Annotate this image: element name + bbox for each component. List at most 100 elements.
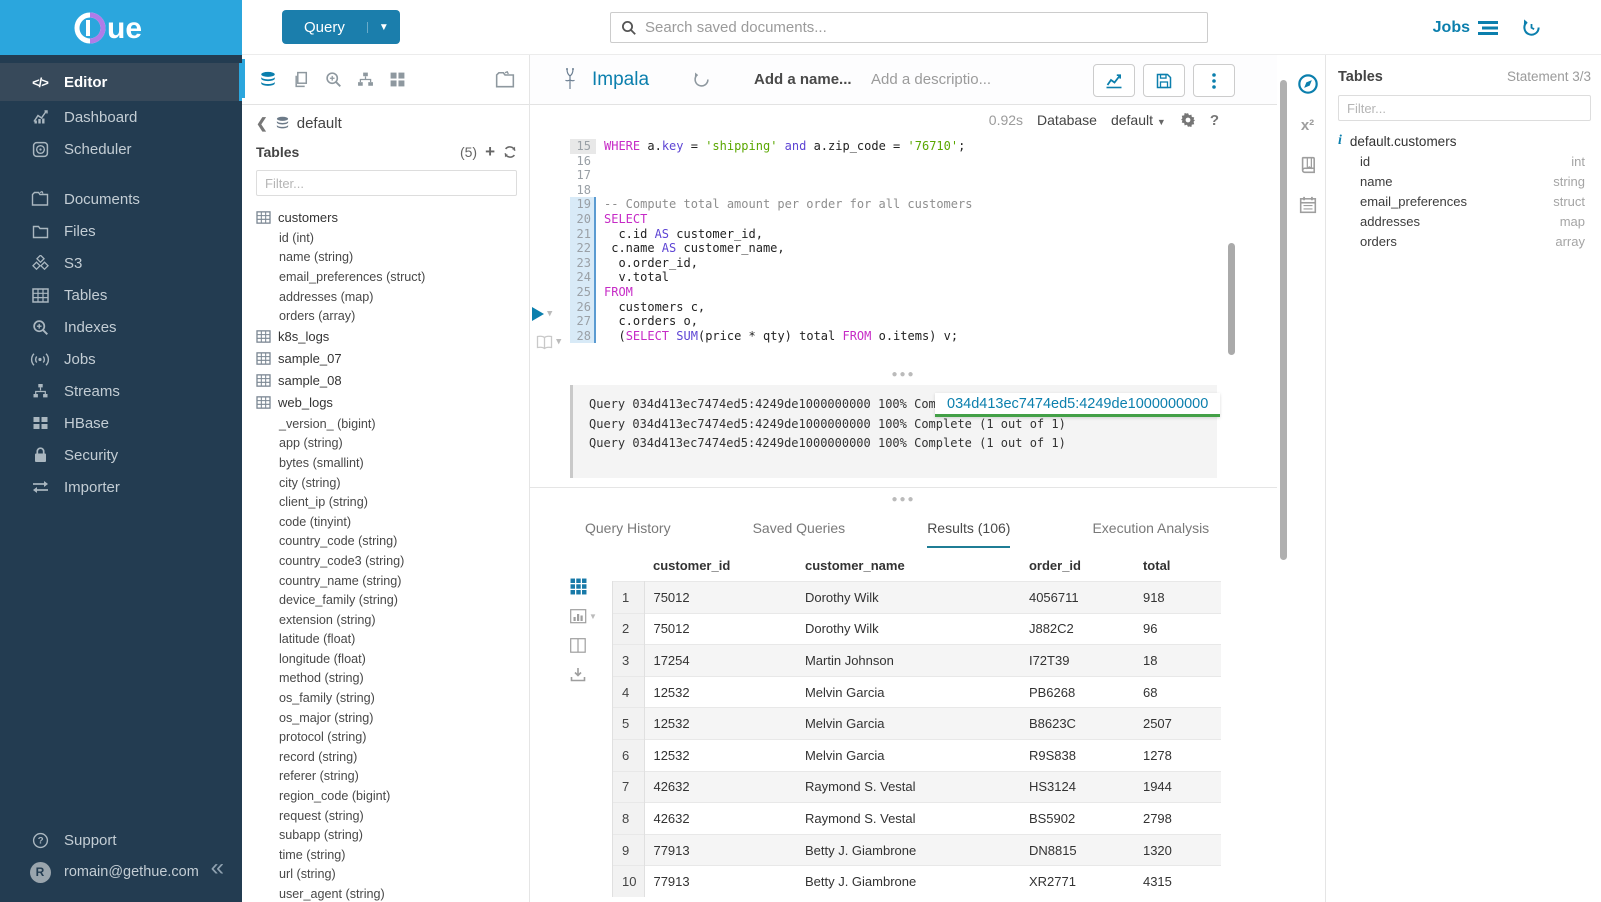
page-scrollbar[interactable] — [1280, 80, 1287, 560]
assist-column[interactable]: email_preferences (struct) — [279, 269, 426, 284]
code-editor[interactable]: ▼ ▼ 15 WHERE a.key = 'shipping' and a.zip… — [530, 135, 1277, 363]
sidebar-item-security[interactable]: Security — [0, 439, 242, 471]
sidebar-item-jobs[interactable]: Jobs — [0, 343, 242, 375]
chart-type-caret[interactable]: ▼ — [589, 612, 597, 621]
assist-table-web_logs[interactable]: web_logs — [256, 392, 517, 414]
code-line[interactable]: 20 SELECT — [570, 211, 1217, 227]
table-row[interactable]: 2 75012 Dorothy Wilk J882C2 96 — [612, 612, 1221, 645]
assist-column[interactable]: record (string) — [279, 749, 358, 764]
results-column-header[interactable]: order_id — [1028, 558, 1081, 573]
results-column-header[interactable]: total — [1142, 558, 1171, 573]
new-query-button[interactable]: Query ▼ — [282, 10, 400, 44]
log-resize-handle[interactable]: ●●● — [891, 493, 916, 505]
sidebar-item-support[interactable]: ? Support — [0, 824, 242, 856]
code-line[interactable]: 23 o.order_id, — [570, 255, 1217, 271]
query-name-input[interactable] — [754, 71, 860, 88]
sidebar-item-importer[interactable]: Importer — [0, 471, 242, 503]
active-table[interactable]: i default.customers — [1338, 133, 1591, 149]
table-row[interactable]: 10 77913 Betty J. Giambrone XR2771 4315 — [612, 865, 1221, 898]
assist-column[interactable]: method (string) — [279, 671, 364, 686]
code-line[interactable]: 17 — [570, 168, 1217, 183]
assist-table-customers[interactable]: customers — [256, 206, 517, 228]
assist-column[interactable]: code (tinyint) — [279, 514, 352, 529]
assist-apps-icon[interactable] — [389, 71, 406, 88]
code-line[interactable]: 18 — [570, 183, 1217, 198]
code-line[interactable]: 16 — [570, 154, 1217, 169]
refresh-icon[interactable] — [503, 145, 517, 159]
database-select[interactable]: default ▼ — [1110, 112, 1166, 128]
assist-documents-icon[interactable] — [293, 71, 310, 88]
execute-button[interactable]: ▼ — [532, 307, 552, 322]
tab-query-history[interactable]: Query History — [585, 520, 671, 536]
editor-scrollbar[interactable] — [1228, 243, 1235, 355]
tab-saved-queries[interactable]: Saved Queries — [752, 520, 846, 536]
table-row[interactable]: 8 42632 Raymond S. Vestal BS5902 2798 — [612, 802, 1221, 835]
assist-column[interactable]: app (string) — [279, 436, 343, 451]
code-line[interactable]: 24 v.total — [570, 270, 1217, 285]
panel-column-addresses[interactable]: addresses map — [1338, 212, 1591, 232]
table-row[interactable]: 6 12532 Melvin Garcia R9S838 1278 — [612, 738, 1221, 772]
assist-column[interactable]: extension (string) — [279, 612, 376, 627]
assist-column[interactable]: time (string) — [279, 847, 346, 862]
assist-column[interactable]: city (string) — [279, 475, 341, 490]
panel-column-email_preferences[interactable]: email_preferences struct — [1338, 191, 1591, 211]
assist-column[interactable]: _version_ (bigint) — [279, 416, 376, 431]
assist-table-sample_07[interactable]: sample_07 — [256, 348, 517, 370]
assist-column[interactable]: country_name (string) — [279, 573, 402, 588]
results-column-header[interactable]: customer_name — [804, 558, 905, 573]
columns-view-icon[interactable] — [570, 638, 586, 653]
assist-sitemap-icon[interactable] — [357, 71, 374, 88]
query-history-icon[interactable] — [1522, 18, 1541, 37]
table-row[interactable]: 7 42632 Raymond S. Vestal HS3124 1944 — [612, 770, 1221, 803]
sidebar-item-scheduler[interactable]: Scheduler — [0, 133, 242, 165]
chart-button[interactable] — [1093, 64, 1135, 97]
back-chevron-icon[interactable]: ❮ — [256, 115, 268, 131]
table-row[interactable]: 3 17254 Martin Johnson I72T39 18 — [612, 644, 1221, 677]
job-id-link[interactable]: 034d413ec7474ed5:4249de1000000000 — [935, 393, 1221, 417]
right-panel-filter-input[interactable] — [1338, 95, 1591, 121]
table-row[interactable]: 1 75012 Dorothy Wilk 4056711 918 — [612, 581, 1221, 614]
sidebar-item-s3[interactable]: S3 — [0, 247, 242, 279]
assist-column[interactable]: os_family (string) — [279, 691, 375, 706]
download-icon[interactable] — [570, 667, 586, 682]
database-breadcrumb[interactable]: ❮ default — [256, 115, 517, 132]
presentation-mode-icon[interactable]: ▼ — [536, 335, 561, 350]
assist-folder-icon[interactable] — [495, 70, 515, 89]
assist-column[interactable]: latitude (float) — [279, 632, 356, 647]
results-column-header[interactable]: customer_id — [652, 558, 731, 573]
snippet-history-icon[interactable] — [693, 71, 710, 88]
tab-results-106-[interactable]: Results (106) — [927, 510, 1011, 548]
assist-column[interactable]: bytes (smallint) — [279, 455, 364, 470]
execute-options-caret[interactable]: ▼ — [547, 309, 553, 319]
language-reference-icon[interactable] — [1299, 156, 1317, 174]
assist-column[interactable]: user_agent (string) — [279, 887, 385, 902]
sidebar-item-streams[interactable]: Streams — [0, 375, 242, 407]
assist-column[interactable]: addresses (map) — [279, 289, 374, 304]
code-line[interactable]: 21 c.id AS customer_id, — [570, 226, 1217, 242]
schedule-icon[interactable] — [1299, 196, 1317, 214]
assist-databases-icon[interactable] — [258, 71, 278, 89]
assist-table-k8s_logs[interactable]: k8s_logs — [256, 326, 517, 348]
assist-filter-input[interactable] — [256, 170, 517, 196]
jobs-link[interactable]: Jobs — [1433, 19, 1498, 37]
assist-search-icon[interactable] — [325, 71, 342, 88]
assist-column[interactable]: url (string) — [279, 867, 336, 882]
code-line[interactable]: 25 FROM — [570, 284, 1217, 300]
hue-logo[interactable]: ue — [0, 0, 242, 55]
assist-column[interactable]: request (string) — [279, 808, 364, 823]
assist-column[interactable]: client_ip (string) — [279, 495, 368, 510]
panel-column-orders[interactable]: orders array — [1338, 232, 1591, 252]
assist-column[interactable]: longitude (float) — [279, 651, 366, 666]
table-row[interactable]: 4 12532 Melvin Garcia PB6268 68 — [612, 675, 1221, 708]
sidebar-item-tables[interactable]: Tables — [0, 279, 242, 311]
editor-resize-handle[interactable]: ●●● — [891, 368, 916, 380]
sidebar-item-dashboard[interactable]: Dashboard — [0, 101, 242, 133]
assistant-compass-icon[interactable] — [1297, 73, 1319, 95]
more-actions-button[interactable] — [1193, 64, 1235, 97]
tab-execution-analysis[interactable]: Execution Analysis — [1092, 520, 1210, 536]
code-line[interactable]: 15 WHERE a.key = 'shipping' and a.zip_cod… — [570, 139, 1217, 154]
info-icon[interactable]: i — [1338, 133, 1342, 148]
assist-column[interactable]: protocol (string) — [279, 730, 367, 745]
code-line[interactable]: 22 c.name AS customer_name, — [570, 241, 1217, 256]
assist-column[interactable]: subapp (string) — [279, 828, 363, 843]
